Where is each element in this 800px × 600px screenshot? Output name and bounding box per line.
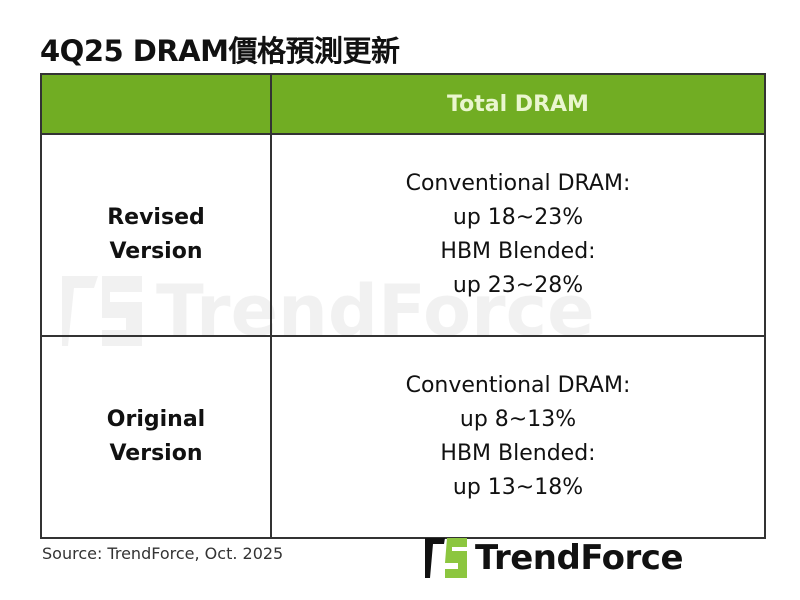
row-label: Revised Version: [40, 133, 272, 337]
value-line: up 18~23%: [452, 205, 584, 230]
header-empty-cell: [40, 73, 272, 135]
trendforce-logo: TrendForce: [425, 538, 684, 578]
value-line: Conventional DRAM:: [405, 171, 631, 196]
label-line: Version: [109, 441, 203, 466]
value-line: up 13~18%: [452, 475, 584, 500]
logo-text: TrendForce: [475, 538, 684, 578]
trendforce-logo-icon: [425, 538, 467, 578]
table-row-revised: Revised Version Conventional DRAM: up 18…: [40, 133, 766, 337]
value-line: Conventional DRAM:: [405, 373, 631, 398]
label-line: Original: [106, 407, 206, 432]
value-line: up 8~13%: [459, 407, 577, 432]
header-total-dram: Total DRAM: [270, 73, 766, 135]
table-row-original: Original Version Conventional DRAM: up 8…: [40, 335, 766, 539]
forecast-table: Total DRAM Revised Version Conventional …: [40, 73, 766, 539]
value-line: HBM Blended:: [440, 441, 596, 466]
row-label: Original Version: [40, 335, 272, 539]
label-line: Version: [109, 239, 203, 264]
row-value: Conventional DRAM: up 18~23% HBM Blended…: [270, 133, 766, 337]
page-title: 4Q25 DRAM價格預測更新: [40, 34, 400, 68]
table-header-row: Total DRAM: [40, 73, 766, 135]
row-value: Conventional DRAM: up 8~13% HBM Blended:…: [270, 335, 766, 539]
source-note: Source: TrendForce, Oct. 2025: [42, 544, 284, 563]
label-line: Revised: [107, 205, 205, 230]
value-line: HBM Blended:: [440, 239, 596, 264]
value-line: up 23~28%: [452, 273, 584, 298]
